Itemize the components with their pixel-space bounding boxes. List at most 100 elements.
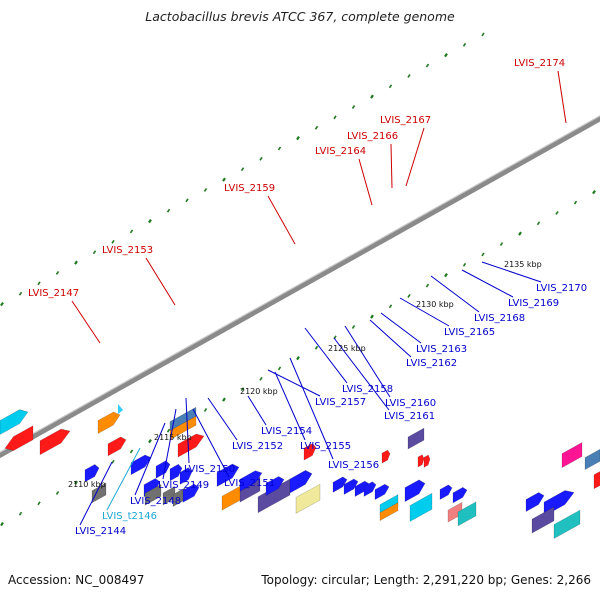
- gene-label: LVIS_2166: [347, 131, 398, 142]
- tick-dot: [444, 273, 448, 278]
- gene-label: LVIS_2152: [232, 441, 283, 452]
- tick-dot: [499, 242, 504, 246]
- gene-label: LVIS_2174: [514, 58, 565, 69]
- gene-arrow: [84, 464, 100, 483]
- tick-dot: [370, 314, 374, 319]
- gene-arrow: [182, 483, 200, 503]
- gene-arrow: [144, 483, 162, 506]
- leader-line: [358, 158, 373, 206]
- tick-dot: [592, 190, 596, 195]
- gene-arrow: [97, 411, 121, 434]
- leader-line: [461, 269, 514, 298]
- kbp-label: 2125 kbp: [328, 344, 366, 353]
- gene-arrow: [439, 484, 453, 501]
- kbp-ruler-labels: 2110 kbp 2115 kbp 2120 kbp 2125 kbp 2130 kbp…: [68, 260, 542, 489]
- gene-label: LVIS_2161: [384, 411, 435, 422]
- gene-features: [0, 404, 600, 539]
- gene-arrow: [177, 433, 205, 458]
- gene-label: LVIS_2159: [224, 183, 275, 194]
- gene-arrow: [4, 425, 34, 451]
- tick-dot: [240, 167, 245, 172]
- leader-line: [106, 447, 141, 511]
- map-title: Lactobacillus brevis ATCC 367, complete …: [145, 9, 455, 24]
- leader-line: [390, 143, 393, 189]
- tick-dot: [0, 301, 4, 307]
- tick-dot: [518, 231, 522, 236]
- leader-line: [145, 257, 176, 306]
- gene-label: LVIS_2144: [75, 526, 126, 537]
- tick-dot: [388, 304, 393, 309]
- tick-dot: [259, 156, 263, 161]
- tick-dot: [407, 293, 411, 298]
- gene-label: LVIS_2165: [444, 327, 495, 338]
- tick-dot: [536, 221, 541, 226]
- tick-dot: [203, 408, 208, 412]
- leader-line: [481, 261, 542, 283]
- kbp-label: 2110 kbp: [68, 480, 106, 489]
- gene-label: LVIS_2162: [406, 358, 457, 369]
- gene-arrow: [381, 449, 391, 464]
- tick-dot: [0, 521, 4, 527]
- tick-dot: [166, 428, 171, 433]
- leader-line: [192, 408, 230, 478]
- tick-dot: [388, 84, 393, 89]
- tick-dot: [462, 42, 467, 47]
- gene-arrow: [407, 427, 425, 450]
- kbp-label: 2130 kbp: [416, 300, 454, 309]
- leader-line: [247, 395, 267, 426]
- gene-arrow: [374, 483, 390, 501]
- gene-label: LVIS_2151: [224, 478, 275, 489]
- tick-dot: [92, 250, 97, 255]
- leader-line: [289, 357, 334, 460]
- tick-dot: [129, 229, 134, 234]
- gene-arrow: [295, 483, 321, 514]
- tick-dot: [55, 491, 60, 495]
- leader-line: [430, 275, 480, 313]
- kbp-label: 2115 kbp: [154, 433, 192, 442]
- gene-label: LVIS_2148: [130, 496, 181, 507]
- tick-dot: [55, 271, 60, 275]
- gene-arrow: [423, 454, 431, 468]
- tick-dot: [555, 210, 559, 215]
- tick-dot: [185, 198, 189, 203]
- tick-dot: [333, 115, 337, 120]
- leader-line: [399, 297, 450, 327]
- gene-labels: LVIS_2147 LVIS_2153 LVIS_2159 LVIS_2164 LVIS…: [28, 58, 587, 537]
- gene-arrow: [0, 409, 29, 435]
- tick-dot: [277, 146, 282, 151]
- tick-dot: [111, 239, 115, 244]
- tick-dot: [481, 252, 485, 257]
- gene-label: LVIS_2155: [300, 441, 351, 452]
- backbone-highlight: [0, 115, 600, 453]
- gene-label: LVIS_2150: [184, 464, 235, 475]
- gene-arrow: [332, 476, 348, 493]
- gene-arrow: [409, 492, 433, 522]
- tick-dot: [573, 200, 578, 205]
- gene-arrow: [169, 463, 183, 482]
- tick-dot: [425, 63, 430, 68]
- gene-arrow: [525, 492, 545, 513]
- gene-label: LVIS_2157: [315, 397, 366, 408]
- trna-marker: [118, 404, 123, 414]
- kbp-label: 2120 kbp: [240, 387, 278, 396]
- tick-dot: [37, 501, 41, 506]
- tick-dot: [18, 291, 23, 296]
- tick-dot: [148, 218, 152, 224]
- tick-dot: [148, 438, 152, 444]
- genome-backbone: [0, 115, 600, 459]
- tick-dot: [314, 125, 319, 130]
- leader-line: [185, 397, 190, 464]
- gene-arrow: [303, 443, 317, 461]
- gene-arrow: [265, 476, 285, 496]
- leader-line: [71, 300, 101, 344]
- gene-arrow: [155, 460, 171, 479]
- gene-label: LVIS_2167: [380, 115, 431, 126]
- gene-label: LVIS_2168: [474, 313, 525, 324]
- tick-dot: [74, 260, 78, 265]
- gene-label: LVIS_2156: [328, 460, 379, 471]
- gene-label: LVIS_2170: [536, 283, 587, 294]
- gene-label: LVIS_2149: [158, 480, 209, 491]
- leader-line: [557, 70, 567, 124]
- gene-arrow: [239, 470, 263, 492]
- leader-line: [134, 422, 166, 496]
